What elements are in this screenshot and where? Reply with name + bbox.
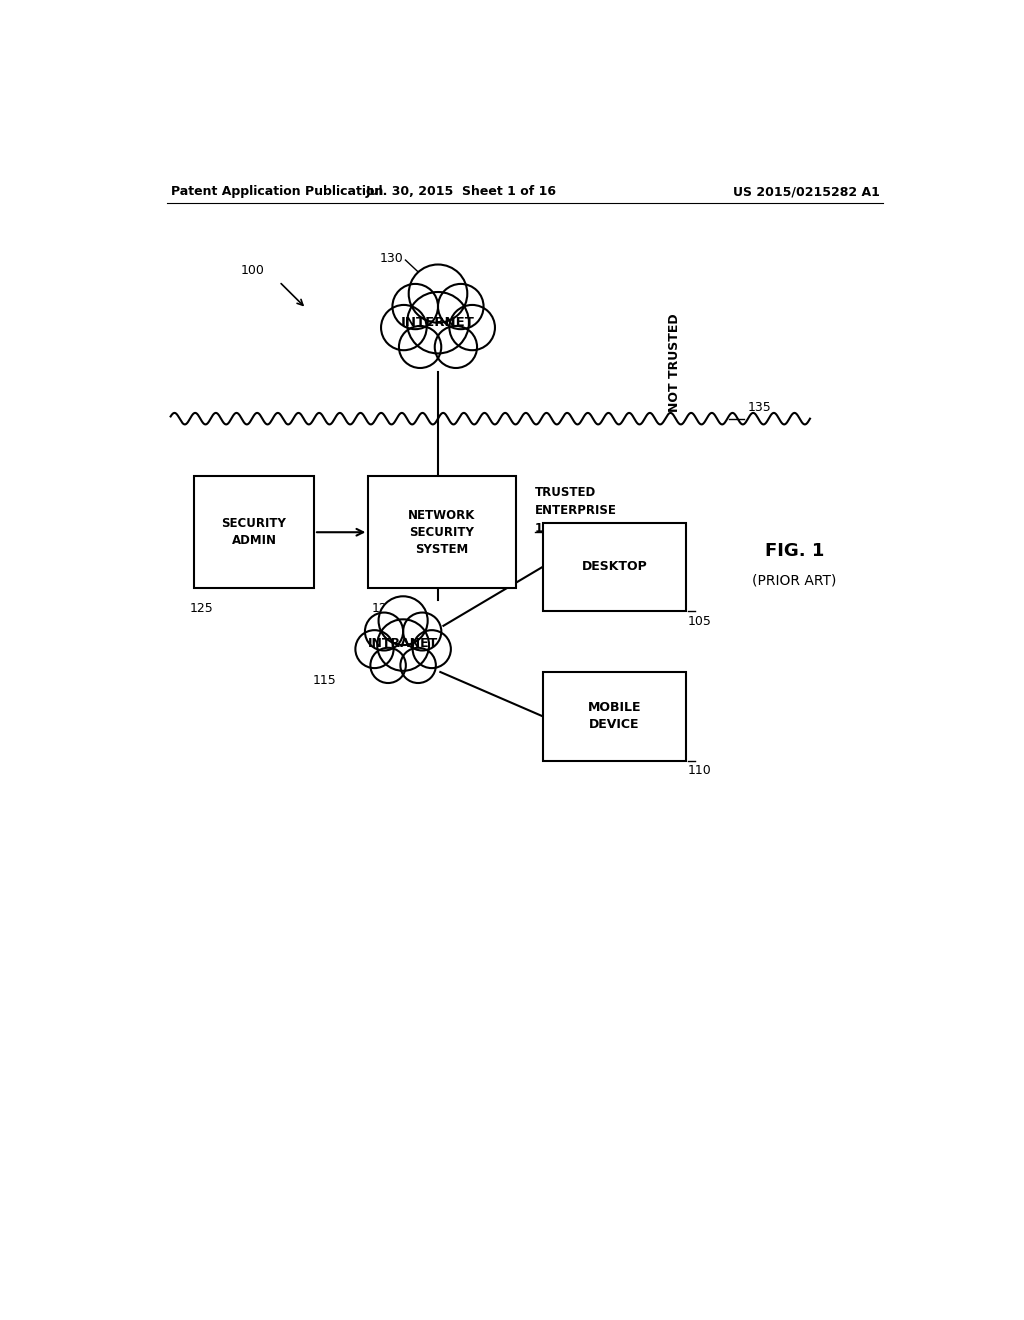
Circle shape: [392, 284, 438, 329]
Text: 105: 105: [687, 615, 712, 628]
Text: Patent Application Publication: Patent Application Publication: [171, 185, 383, 198]
FancyBboxPatch shape: [369, 477, 515, 589]
Text: NETWORK
SECURITY
SYSTEM: NETWORK SECURITY SYSTEM: [409, 508, 475, 556]
Circle shape: [377, 619, 429, 671]
FancyBboxPatch shape: [543, 672, 686, 760]
Text: 100: 100: [241, 264, 264, 277]
Text: INTRANET: INTRANET: [368, 638, 438, 649]
Text: 115: 115: [312, 675, 336, 686]
Circle shape: [399, 326, 441, 368]
Circle shape: [450, 305, 495, 350]
Text: (PRIOR ART): (PRIOR ART): [753, 573, 837, 587]
Circle shape: [371, 648, 406, 682]
Circle shape: [413, 630, 451, 668]
Text: INTERNET: INTERNET: [401, 315, 475, 329]
Circle shape: [438, 284, 483, 329]
Circle shape: [400, 648, 436, 682]
Text: NOT TRUSTED: NOT TRUSTED: [668, 313, 681, 412]
Text: 120: 120: [372, 602, 396, 615]
Circle shape: [408, 292, 469, 354]
FancyBboxPatch shape: [543, 523, 686, 611]
Text: SECURITY
ADMIN: SECURITY ADMIN: [221, 517, 287, 548]
Text: TRUSTED
ENTERPRISE
140: TRUSTED ENTERPRISE 140: [535, 486, 616, 535]
Circle shape: [379, 597, 428, 645]
Text: DESKTOP: DESKTOP: [582, 561, 647, 573]
Circle shape: [403, 612, 441, 651]
Circle shape: [409, 264, 467, 322]
Circle shape: [355, 630, 393, 668]
Circle shape: [381, 305, 427, 350]
FancyBboxPatch shape: [194, 477, 314, 589]
Circle shape: [435, 326, 477, 368]
Text: Jul. 30, 2015  Sheet 1 of 16: Jul. 30, 2015 Sheet 1 of 16: [366, 185, 557, 198]
Text: 130: 130: [379, 252, 403, 265]
Text: 110: 110: [687, 764, 712, 777]
Text: 125: 125: [190, 602, 214, 615]
Text: US 2015/0215282 A1: US 2015/0215282 A1: [733, 185, 880, 198]
Text: FIG. 1: FIG. 1: [765, 543, 824, 560]
Text: 135: 135: [748, 400, 772, 413]
Circle shape: [365, 612, 403, 651]
Text: MOBILE
DEVICE: MOBILE DEVICE: [588, 701, 641, 731]
